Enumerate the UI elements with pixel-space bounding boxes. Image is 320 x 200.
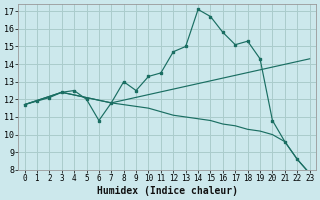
X-axis label: Humidex (Indice chaleur): Humidex (Indice chaleur) (97, 186, 237, 196)
